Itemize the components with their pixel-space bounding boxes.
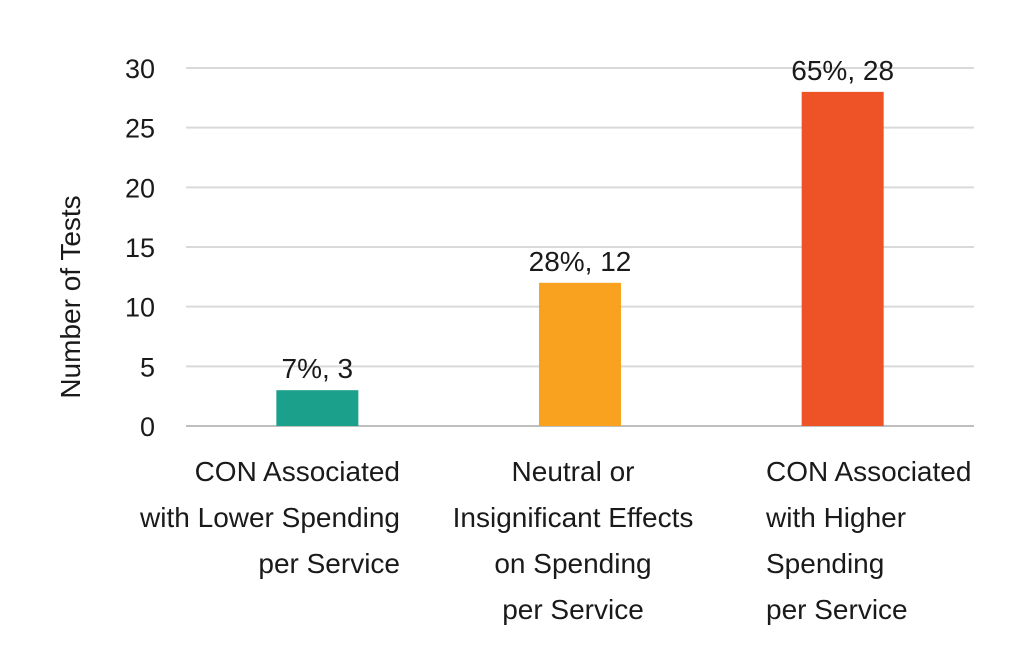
category-label-line: with Lower Spending: [139, 502, 400, 533]
y-tick-label: 15: [125, 233, 155, 263]
y-axis-ticks: 0 5 10 15 20 25 30: [125, 54, 155, 442]
category-label-line: on Spending: [494, 548, 651, 579]
category-label-line: Neutral or: [512, 456, 635, 487]
category-label-line: Spending: [766, 548, 884, 579]
y-tick-label: 20: [125, 173, 155, 203]
category-label-line: per Service: [766, 594, 908, 625]
category-label-line: with Higher: [765, 502, 906, 533]
data-labels: 7%, 3 28%, 12 65%, 28: [282, 55, 895, 384]
y-tick-label: 10: [125, 293, 155, 323]
y-tick-label: 30: [125, 54, 155, 84]
bar: [276, 390, 359, 426]
category-label-line: per Service: [502, 594, 644, 625]
y-tick-label: 5: [140, 352, 155, 382]
category-label-line: CON Associated: [195, 456, 400, 487]
bars: [276, 91, 884, 426]
data-label: 65%, 28: [791, 55, 894, 86]
data-label: 28%, 12: [529, 246, 632, 277]
category-label: CON Associated with Lower Spending per Ser…: [139, 456, 400, 579]
data-label: 7%, 3: [282, 353, 354, 384]
category-label-line: Insignificant Effects: [453, 502, 694, 533]
y-tick-label: 25: [125, 114, 155, 144]
category-label: CON Associated with Higher Spending per Ser…: [765, 456, 971, 625]
x-axis-categories: CON Associated with Lower Spending per Ser…: [139, 456, 971, 625]
y-axis-title: Number of Tests: [55, 195, 86, 398]
y-tick-label: 0: [140, 412, 155, 442]
category-label: Neutral or Insignificant Effects on Spendi…: [453, 456, 694, 625]
bar: [539, 282, 621, 426]
bar: [801, 91, 884, 426]
category-label-line: CON Associated: [766, 456, 971, 487]
category-label-line: per Service: [258, 548, 400, 579]
